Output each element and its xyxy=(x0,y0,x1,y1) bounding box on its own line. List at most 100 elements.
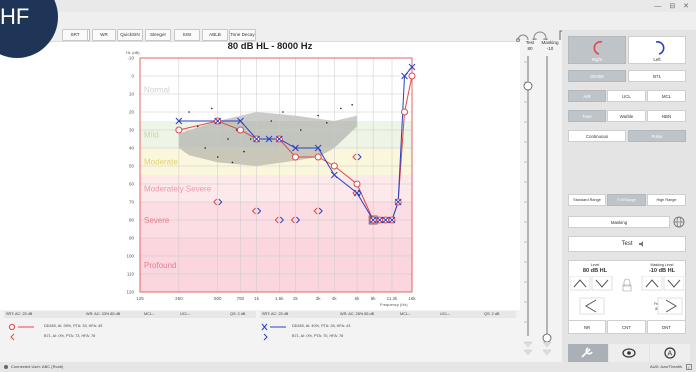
right-bc-point[interactable] xyxy=(251,207,256,215)
ear-left-label: Left xyxy=(653,57,661,62)
right-bc-point[interactable] xyxy=(352,153,357,161)
srt-right: SRT: AC: 25 dB xyxy=(6,312,33,316)
mode-pulse-button[interactable]: Pulse xyxy=(628,130,686,142)
masking-down-button[interactable] xyxy=(663,276,684,291)
left-ear-point[interactable] xyxy=(382,216,390,224)
route-ucl-button[interactable]: UCL xyxy=(607,90,646,102)
frequency-prev-button[interactable] xyxy=(579,297,605,315)
account-tab[interactable] xyxy=(650,344,690,362)
right-ear-point[interactable] xyxy=(236,126,244,134)
tab-ablb[interactable]: ABLB xyxy=(202,29,228,41)
left-bc-point[interactable] xyxy=(279,216,285,224)
tab-tone-decay[interactable]: Tone Decay xyxy=(229,29,256,41)
test-button[interactable]: Test xyxy=(568,236,686,252)
tab-srt[interactable]: SRT xyxy=(62,29,88,41)
right-ear-point[interactable] xyxy=(175,126,183,134)
left-ear-point[interactable] xyxy=(175,117,183,125)
headset-icon[interactable] xyxy=(516,34,529,42)
speech-sound-marker xyxy=(249,138,252,140)
cnt-button[interactable]: CNT xyxy=(607,320,646,334)
lock-icon[interactable] xyxy=(622,278,632,292)
current-cursor[interactable] xyxy=(368,215,378,225)
left-bc-point[interactable] xyxy=(318,207,323,215)
globe-icon[interactable] xyxy=(672,216,686,228)
left-ear-point[interactable] xyxy=(237,117,244,125)
right-bc-point[interactable] xyxy=(274,216,279,224)
test-slider-value: 80 xyxy=(527,46,533,51)
dnt-button[interactable]: DNT xyxy=(647,320,686,334)
right-bc-point[interactable] xyxy=(352,189,357,197)
title-bar: — ⊟ ✕ xyxy=(0,0,696,12)
left-ear-point[interactable] xyxy=(214,117,222,125)
left-ear-point[interactable] xyxy=(369,216,377,224)
masking-up-button[interactable] xyxy=(641,276,663,291)
tab-stenger[interactable]: Stenger xyxy=(145,29,171,41)
masking-step-down-icon[interactable] xyxy=(542,341,552,356)
left-ear-point[interactable] xyxy=(394,198,402,206)
route-air-button[interactable]: AIR xyxy=(568,90,606,102)
mode-continuous-button[interactable]: Continuous xyxy=(568,130,626,142)
left-ear-point[interactable] xyxy=(388,216,396,224)
left-ear-point[interactable] xyxy=(253,135,260,143)
nr-button[interactable]: NR xyxy=(568,320,606,334)
left-ear-point[interactable] xyxy=(314,144,322,152)
stimulus-nbn-button[interactable]: NBN xyxy=(647,110,686,122)
range-high-button[interactable]: High Range xyxy=(647,194,686,206)
x-axis-unit: Frequency (Hz) xyxy=(380,302,408,307)
right-bc-point[interactable] xyxy=(313,207,318,215)
right-bc-point[interactable] xyxy=(290,216,295,224)
right-ear-point[interactable] xyxy=(353,180,361,188)
left-bc-point[interactable] xyxy=(357,153,362,161)
left-ear-point[interactable] xyxy=(265,135,273,143)
y-tick-label: 20 xyxy=(129,110,135,115)
ear-left-button[interactable]: Left xyxy=(628,36,686,64)
left-ear-point[interactable] xyxy=(401,72,408,80)
right-ear-point[interactable] xyxy=(408,72,416,80)
range-full-button[interactable]: Full Range xyxy=(607,194,646,206)
frequency-next-button[interactable] xyxy=(657,297,683,315)
status-left-text: Connected User: ABC (Rcalt) xyxy=(11,364,64,369)
masking-slider-thumb[interactable] xyxy=(542,333,552,343)
level-up-button[interactable] xyxy=(570,276,591,291)
speech-sound-marker xyxy=(188,111,190,113)
left-bc-point[interactable] xyxy=(357,189,362,197)
info-icon[interactable]: i xyxy=(686,364,692,370)
x-tick-label: 4k xyxy=(332,296,338,301)
x-tick-label: 2k xyxy=(293,296,299,301)
info-strip-right: SRT: AC: 25 dB WR: AC: 33% 85 dB MCL:- U… xyxy=(4,311,256,318)
range-standard-button[interactable]: Standard Range xyxy=(568,194,606,206)
audiogram-chart[interactable]: 125 250 500 750 1k 1.5k 2k 3k 4k 6k 8k 11.2k 16k -10 0… xyxy=(0,42,520,310)
transducer-b71-button[interactable]: B71 xyxy=(628,70,686,82)
masking-button[interactable]: Masking xyxy=(568,216,670,228)
right-bc-point[interactable] xyxy=(213,198,218,206)
tab-quicksin[interactable]: QuickSIN xyxy=(117,29,143,41)
level-down-button[interactable] xyxy=(591,276,613,291)
left-bc-point[interactable] xyxy=(257,207,262,215)
masking-level-value: -10 dB HL xyxy=(648,268,676,274)
left-bc-point[interactable] xyxy=(296,216,301,224)
right-ear-point[interactable] xyxy=(291,153,299,161)
left-ear-point[interactable] xyxy=(275,135,283,143)
speech-sound-marker xyxy=(299,129,302,131)
left-ear-point[interactable] xyxy=(292,144,299,152)
right-ear-point[interactable] xyxy=(401,108,409,116)
left-bc-point[interactable] xyxy=(218,198,223,206)
right-ear-point[interactable] xyxy=(330,162,338,170)
ear-right-button[interactable]: Right xyxy=(568,36,626,64)
window-controls[interactable]: — ⊟ ✕ xyxy=(654,3,692,10)
region-label: Moderate xyxy=(144,158,178,167)
right-ear-point[interactable] xyxy=(314,153,322,161)
route-mcl-button[interactable]: MCL xyxy=(647,90,686,102)
test-step-down-icon[interactable] xyxy=(523,341,533,356)
y-tick-label: 120 xyxy=(126,290,134,295)
stimulus-tone-button[interactable]: Tone xyxy=(568,110,606,122)
test-slider-thumb[interactable] xyxy=(523,81,533,91)
left-ear-point[interactable] xyxy=(376,216,384,224)
y-tick-label: 80 xyxy=(129,218,135,223)
left-ear-point[interactable] xyxy=(330,171,338,179)
tab-sisi[interactable]: SISI xyxy=(174,29,200,41)
stimulus-warble-button[interactable]: Warble xyxy=(607,110,646,122)
transducer-dd450-button[interactable]: DD450 xyxy=(568,70,626,82)
tab-wr[interactable]: WR xyxy=(92,29,116,41)
left-ear-point[interactable] xyxy=(408,63,416,71)
